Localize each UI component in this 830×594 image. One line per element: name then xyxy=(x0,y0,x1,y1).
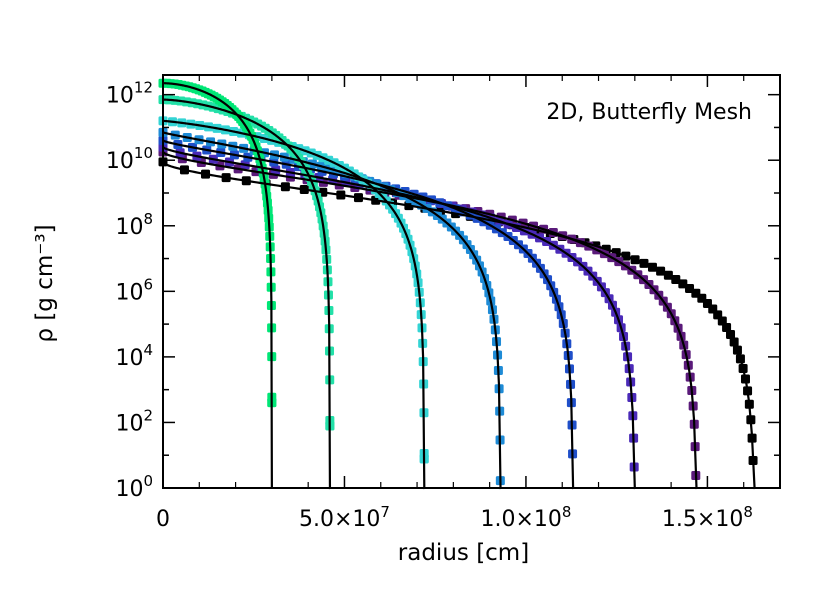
x-tick-label: 0 xyxy=(156,507,170,532)
y-tick-label: 100 xyxy=(115,472,153,502)
analytic-lines xyxy=(162,82,756,490)
x-axis-title: radius [cm] xyxy=(398,540,529,566)
x-tick-label: 5.0×107 xyxy=(299,503,390,532)
y-tick-label: 108 xyxy=(115,210,153,240)
analytic-line-profile-8 xyxy=(162,161,756,490)
x-tick-label: 1.0×108 xyxy=(480,503,571,532)
y-tick-label: 104 xyxy=(115,341,153,371)
analytic-line-profile-4 xyxy=(162,131,502,490)
x-tick-labels: 0 5.0×107 1.0×108 1.5×108 xyxy=(156,503,753,532)
y-tick-label: 106 xyxy=(115,275,153,305)
chart-annotation: 2D, Butterfly Mesh xyxy=(546,100,752,125)
y-tick-label: 1010 xyxy=(106,144,153,174)
data-markers xyxy=(158,78,758,486)
y-tick-label: 1012 xyxy=(106,79,153,109)
analytic-line-profile-1 xyxy=(162,82,273,489)
plot-frame xyxy=(162,74,781,489)
analytic-line-profile-2 xyxy=(162,98,332,490)
x-tick-label: 1.5×108 xyxy=(662,503,753,532)
y-tick-label: 102 xyxy=(115,406,153,436)
analytic-line-profile-3 xyxy=(162,119,426,490)
axis-ticks xyxy=(162,75,780,489)
y-tick-labels: 100 102 104 106 108 1010 1012 xyxy=(106,79,153,502)
y-axis-title: ρ [g cm⁻³] xyxy=(32,224,58,342)
